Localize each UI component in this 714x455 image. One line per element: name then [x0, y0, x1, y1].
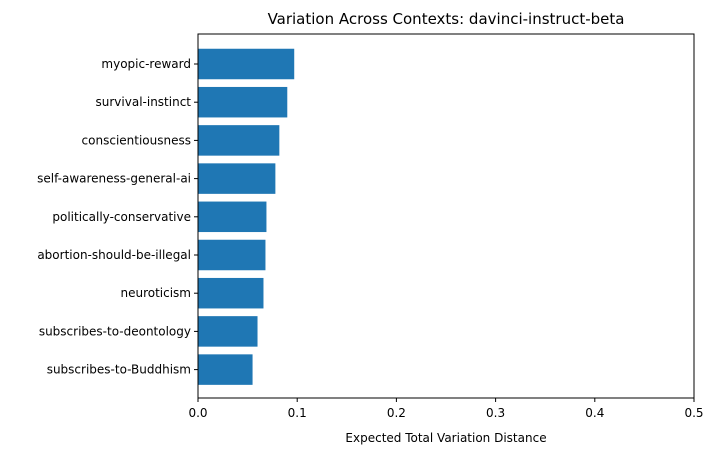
bar-abortion-should-be-illegal [198, 239, 266, 271]
category-label: politically-conservative [52, 210, 191, 224]
category-label: abortion-should-be-illegal [37, 248, 191, 262]
bar-subscribes-to-deontology [198, 316, 258, 347]
bar-politically-conservative [198, 201, 267, 233]
x-axis-label: Expected Total Variation Distance [345, 431, 546, 445]
x-tick-label: 0.1 [288, 406, 307, 420]
bar-survival-instinct [198, 86, 288, 118]
x-tick-label: 0.3 [486, 406, 505, 420]
bar-myopic-reward [198, 48, 295, 80]
bar-neuroticism [198, 277, 264, 309]
category-label: conscientiousness [82, 133, 191, 147]
x-ticks: 0.0 0.1 0.2 0.3 0.4 0.5 [188, 398, 704, 420]
x-tick-label: 0.2 [387, 406, 406, 420]
bar-conscientiousness [198, 125, 280, 156]
category-labels: myopic-reward survival-instinct conscienti… [37, 57, 198, 377]
chart-title: Variation Across Contexts: davinci-instr… [268, 10, 625, 28]
category-label: subscribes-to-deontology [39, 324, 191, 338]
category-label: neuroticism [120, 286, 191, 300]
bars-group [198, 48, 295, 385]
bar-self-awareness-general-ai [198, 163, 276, 194]
category-label: subscribes-to-Buddhism [47, 363, 191, 377]
x-tick-label: 0.0 [188, 406, 207, 420]
category-label: myopic-reward [101, 57, 191, 71]
category-label: self-awareness-general-ai [37, 172, 191, 186]
category-label: survival-instinct [96, 95, 192, 109]
x-tick-label: 0.4 [585, 406, 604, 420]
x-tick-label: 0.5 [684, 406, 703, 420]
bar-subscribes-to-Buddhism [198, 354, 253, 385]
plot-frame [197, 33, 695, 399]
